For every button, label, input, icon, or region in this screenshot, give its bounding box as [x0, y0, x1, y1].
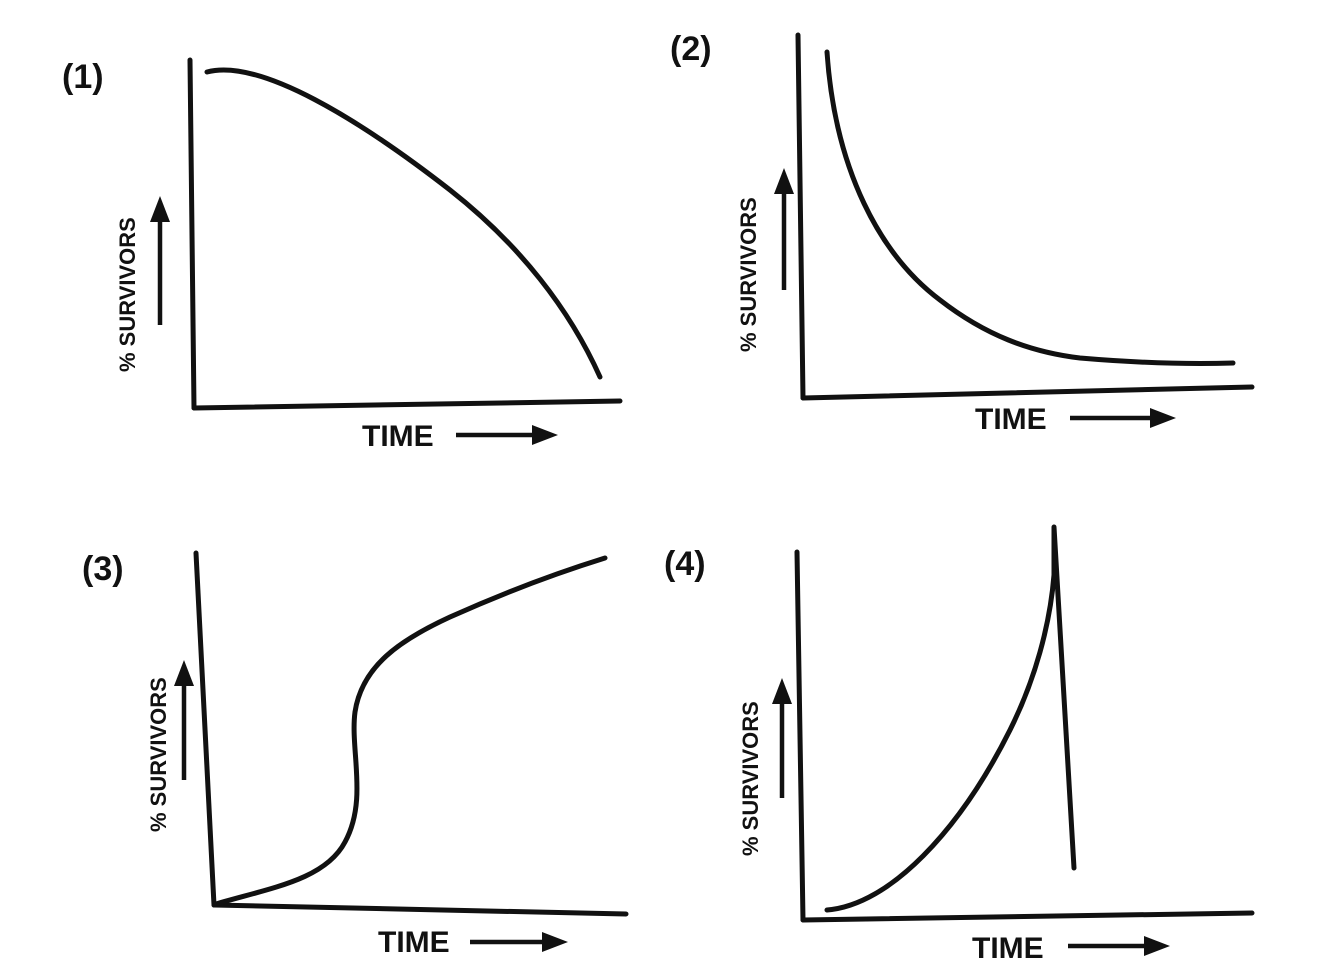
- panel-2: (2) % SURVIVORS TIME: [670, 30, 1255, 436]
- panel-1-y-axis-label: % SURVIVORS: [115, 217, 140, 372]
- panel-2-y-arrow-head: [774, 168, 794, 194]
- panel-3-y-arrow-head: [174, 660, 194, 686]
- panel-1-y-arrow-head: [150, 196, 170, 222]
- panel-3: (3) % SURVIVORS TIME: [82, 550, 629, 959]
- panel-2-y-axis: [795, 32, 806, 401]
- panel-2-y-axis-label: % SURVIVORS: [736, 197, 761, 352]
- panel-1-x-axis: [191, 398, 623, 411]
- panel-3-x-axis-label: TIME: [378, 926, 450, 959]
- panel-1-x-arrow-head: [532, 425, 558, 445]
- panel-1: (1) % SURVIVORS TIME: [62, 57, 623, 453]
- panel-4-label: (4): [664, 545, 706, 583]
- panel-4-x-arrow-head: [1144, 936, 1170, 956]
- panel-2-x-arrow-head: [1150, 408, 1176, 428]
- panel-3-curve: [213, 555, 608, 907]
- panel-4-y-axis: [794, 549, 806, 923]
- panel-2-x-axis: [800, 384, 1255, 401]
- panel-4-x-axis: [800, 910, 1255, 923]
- panel-3-x-axis: [211, 902, 629, 917]
- panel-2-curve: [824, 49, 1236, 366]
- panel-1-x-axis-label: TIME: [362, 420, 434, 453]
- panel-1-label: (1): [62, 58, 104, 96]
- panel-4-y-axis-label: % SURVIVORS: [738, 701, 763, 856]
- panel-3-y-axis-label: % SURVIVORS: [146, 677, 171, 832]
- panel-2-x-axis-label: TIME: [975, 403, 1047, 436]
- panel-4-y-arrow-head: [772, 678, 792, 704]
- panel-1-curve: [204, 67, 603, 380]
- panel-3-label: (3): [82, 550, 124, 588]
- panel-3-x-arrow-head: [542, 932, 568, 952]
- panel-3-y-axis: [193, 550, 217, 908]
- panel-4-x-axis-label: TIME: [972, 932, 1044, 965]
- panel-4-curve: [824, 524, 1077, 913]
- panel-1-y-axis: [187, 57, 197, 411]
- panel-4: (4) % SURVIVORS TIME: [664, 524, 1255, 965]
- panel-2-label: (2): [670, 30, 712, 68]
